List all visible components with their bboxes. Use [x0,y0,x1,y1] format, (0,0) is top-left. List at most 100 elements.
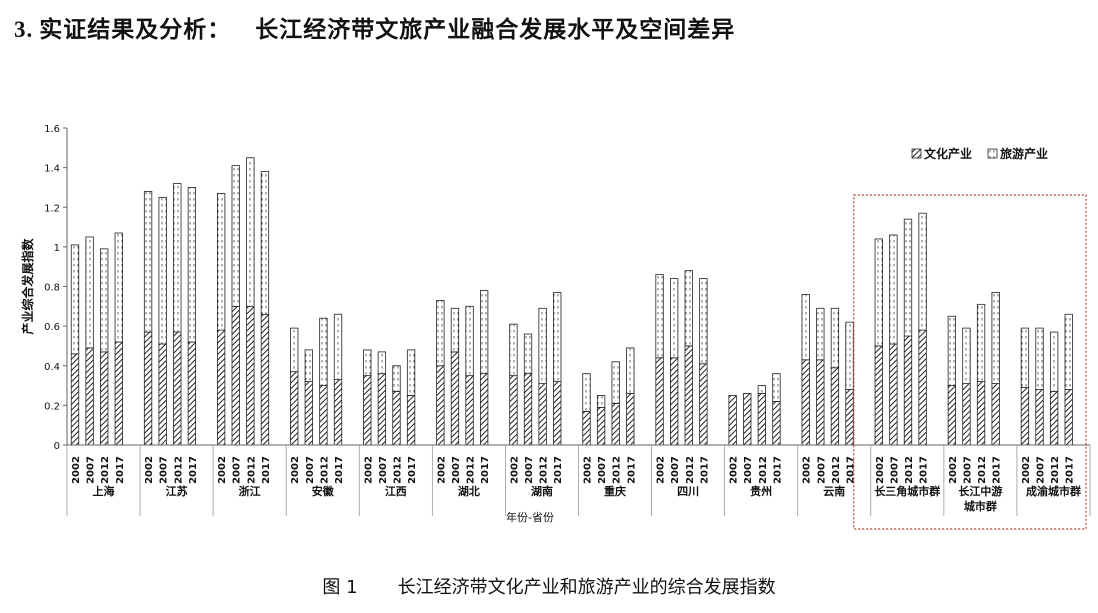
bar-tourism [436,299,445,367]
bar-tourism [611,361,620,404]
bar-tourism [260,171,270,315]
bar-tourism [465,305,474,377]
bar-tourism [918,212,927,331]
x-group-label: 上海 [93,484,115,498]
y-tick-label: 0 [54,441,60,452]
bar-tourism [173,183,182,333]
bar-culture [903,335,913,446]
x-year-label: 2012 [1050,456,1061,484]
x-year-label: 2017 [553,456,564,484]
y-tick-label: 1.4 [44,164,60,175]
bar-tourism [246,157,255,307]
bar-culture [260,313,270,446]
bar-culture [918,329,927,446]
bar-culture [523,373,533,446]
bar-culture [70,353,80,446]
bar-tourism [596,395,606,408]
x-group-label: 重庆 [604,484,626,498]
x-year-label: 2002 [802,456,813,484]
x-year-label: 2007 [816,456,827,484]
bar-tourism [903,218,913,337]
bar-culture [333,379,343,446]
y-axis-title: 产业综合发展指数 [20,238,35,335]
x-group-label: 湖北 [458,484,480,498]
x-year-label: 2002 [729,456,740,484]
bar-culture [509,375,518,446]
x-year-label: 2017 [846,456,857,484]
bar-culture [304,381,313,446]
bar-tourism [363,349,372,377]
legend-label: 旅游产业 [1000,146,1048,161]
x-year-label: 2012 [539,456,550,484]
bar-culture [976,381,986,446]
bar-tourism [655,274,664,359]
bar-tourism [406,349,416,396]
bar-culture [1020,387,1030,446]
bar-tourism [670,278,679,359]
bar-tourism [450,307,460,353]
bar-tourism [801,294,810,361]
x-year-label: 2017 [115,456,126,484]
x-year-label: 2017 [772,456,783,484]
bar-culture [231,305,240,446]
bar-tourism [991,292,1000,384]
figure-label: 图 1 [322,577,358,598]
x-year-label: 2017 [188,456,199,484]
bar-culture [392,391,401,446]
bar-tourism [816,307,825,361]
x-year-label: 2007 [86,456,97,484]
x-year-label: 2012 [100,456,111,484]
bar-tourism [538,307,547,384]
figure-caption-text: 长江经济带文化产业和旅游产业的综合发展指数 [397,577,776,598]
bar-culture [757,393,766,446]
bar-tourism [143,190,153,333]
x-year-label: 2012 [173,456,184,484]
legend-swatch [987,148,998,159]
bar-tourism [319,317,328,386]
bar-culture [991,383,1000,446]
bar-culture [801,359,810,446]
bar-culture [728,395,737,446]
bar-tourism [1020,327,1030,388]
bar-tourism [392,365,401,392]
bar-tourism [889,234,898,345]
bar-culture [538,383,547,446]
x-year-label: 2017 [480,456,491,484]
bar-culture [670,357,679,446]
x-group-label: 江苏 [166,484,188,498]
bar-culture [816,359,825,446]
bar-tourism [582,373,591,412]
x-year-label: 2007 [378,456,389,484]
bar-culture [1049,391,1059,446]
x-year-label: 2002 [144,456,155,484]
bar-culture [85,347,94,446]
x-year-label: 2012 [977,456,988,484]
bar-tourism [1035,327,1044,390]
x-year-label: 2007 [597,456,608,484]
bar-culture [596,406,606,446]
x-year-label: 2007 [524,456,535,484]
bar-culture [830,367,840,446]
x-year-label: 2007 [889,456,900,484]
bar-tourism [947,315,957,386]
bar-culture [319,385,328,446]
bar-culture [290,371,299,446]
x-year-label: 2007 [232,456,243,484]
x-year-label: 2002 [583,456,594,484]
x-year-label: 2007 [670,456,681,484]
y-tick-label: 1.6 [44,124,60,135]
x-year-label: 2002 [875,456,886,484]
legend-label: 文化产业 [924,146,972,161]
bar-tourism [772,373,781,402]
x-year-label: 2012 [758,456,769,484]
bar-tourism [290,327,299,373]
y-tick-label: 0.2 [44,401,60,412]
highlight-frame [853,194,1087,530]
bar-tourism [509,323,518,377]
x-year-label: 2002 [217,456,228,484]
x-year-label: 2002 [509,456,520,484]
bar-tourism [1064,313,1073,390]
x-year-label: 2002 [363,456,374,484]
x-year-label: 2002 [290,456,301,484]
bar-culture [874,345,883,446]
